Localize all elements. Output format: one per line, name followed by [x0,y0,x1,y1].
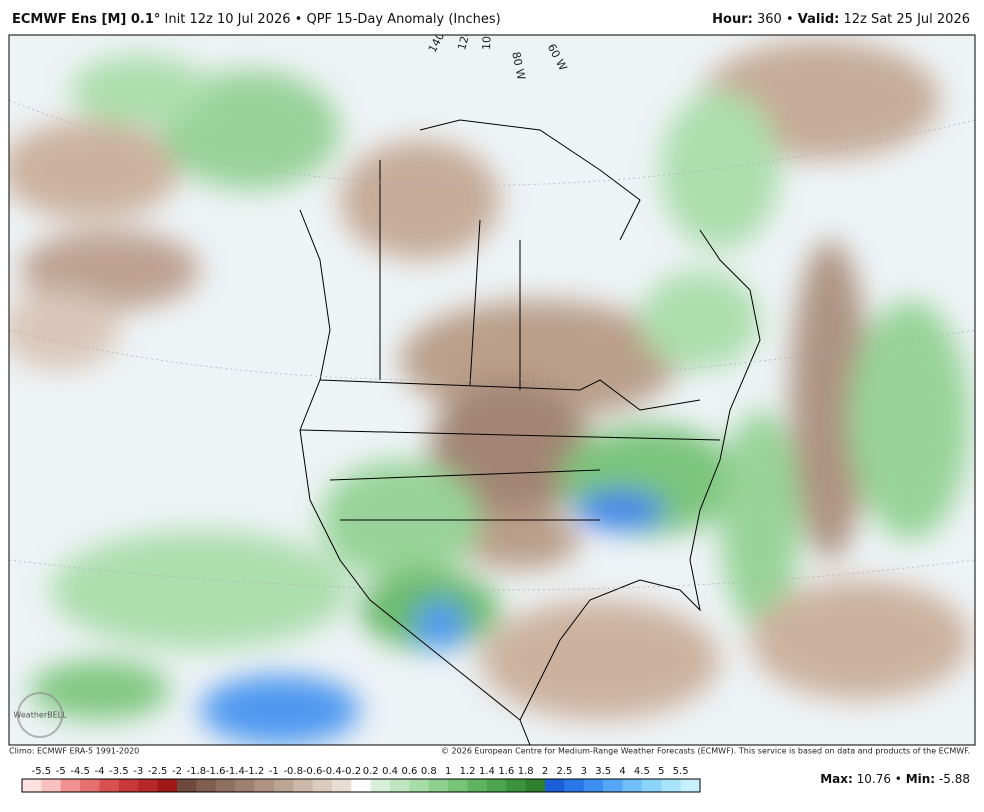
header-left: ECMWF Ens [M] 0.1° Init 12z 10 Jul 2026 … [12,12,501,27]
colorbar-swatch [583,779,604,792]
colorbar-label: 3 [581,766,587,777]
colorbar-label: 4 [619,766,625,777]
colorbar-label: 5.5 [673,766,689,777]
colorbar-swatch [331,779,352,792]
colorbar: -5.5 -5 -4.5 -4 -3.5 -3 -2.5 -2 -1.8 -1.6 -1.4 -1.2… [21,766,701,793]
copyright: © 2026 European Centre for Medium-Range … [441,747,970,756]
colorbar-swatch [564,779,585,792]
map: 140 W 120 W 100 W 80 W 60 W WeatherBELL [9,14,975,745]
separator: • [786,12,794,27]
colorbar-swatch [273,779,294,792]
product: QPF 15-Day Anomaly (Inches) [306,12,500,27]
valid-label: Valid: [798,12,840,27]
colorbar-swatch [506,779,527,792]
init: Init 12z 10 Jul 2026 [165,12,291,27]
model: ECMWF Ens [M] 0.1° [12,12,160,27]
colorbar-swatch [60,779,81,792]
colorbar-swatch [467,779,488,792]
header-right: Hour: 360 • Valid: 12z Sat 25 Jul 2026 [712,12,970,27]
colorbar-swatch [351,779,372,792]
min: -5.88 [939,772,970,786]
colorbar-swatch [622,779,643,792]
colorbar-label: 3.5 [595,766,611,777]
colorbar-label: -1.8 [187,766,207,777]
colorbar-swatch [525,779,546,792]
colorbar-label: 1.6 [498,766,514,777]
colorbar-swatch [157,779,178,792]
colorbar-swatch [176,779,197,792]
colorbar-swatch [486,779,507,792]
colorbar-label: -0.6 [303,766,323,777]
colorbar-swatch [641,779,662,792]
colorbar-swatch [99,779,120,792]
colorbar-label: 5 [658,766,664,777]
colorbar-label: 1.2 [460,766,476,777]
colorbar-label: 0.6 [401,766,417,777]
colorbar-label: -0.8 [283,766,303,777]
colorbar-swatch [448,779,469,792]
valid: 12z Sat 25 Jul 2026 [843,12,970,27]
colorbar-label: 0.4 [382,766,398,777]
colorbar-swatch [603,779,624,792]
colorbar-swatch [390,779,410,792]
colorbar-frame [21,778,701,793]
min-label: Min: [906,772,935,786]
max-label: Max: [820,772,853,786]
hour: 360 [757,12,782,27]
longitude-label: 100 W [480,14,494,50]
colorbar-label: 2.5 [556,766,572,777]
colorbar-label: -1.6 [206,766,226,777]
colorbar-label: 2 [542,766,548,777]
colorbar-label: -0.4 [322,766,342,777]
colorbar-label: -3.5 [109,766,129,777]
colorbar-swatch [370,779,391,792]
colorbar-label: 0.2 [363,766,379,777]
colorbar-swatch [41,779,62,792]
colorbar-label: -3 [133,766,143,777]
colorbar-swatch [409,779,430,792]
colorbar-swatch [22,779,42,792]
colorbar-swatch [428,779,449,792]
colorbar-swatch [293,779,314,792]
separator: • [895,772,902,786]
colorbar-label: -2 [172,766,182,777]
colorbar-label: -5 [56,766,66,777]
colorbar-label: -1 [269,766,279,777]
max: 10.76 [857,772,891,786]
colorbar-label: 4.5 [634,766,650,777]
colorbar-swatch [254,779,275,792]
colorbar-label: -4 [94,766,104,777]
colorbar-label: -0.2 [342,766,362,777]
hour-label: Hour: [712,12,753,27]
colorbar-label: 1 [445,766,451,777]
colorbar-swatch [118,779,139,792]
stats: Max: 10.76 • Min: -5.88 [820,772,970,786]
colorbar-label: -1.4 [225,766,245,777]
logo: WeatherBELL [13,711,67,720]
colorbar-swatch [545,779,565,792]
separator: • [295,12,303,27]
colorbar-label: -5.5 [32,766,52,777]
colorbar-swatch [235,779,255,792]
colorbar-swatch [196,779,217,792]
colorbar-swatch [138,779,159,792]
colorbar-swatch [312,779,333,792]
climo: Climo: ECMWF ERA-5 1991-2020 [9,747,139,756]
colorbar-label: 1.8 [518,766,534,777]
colorbar-label: 0.8 [421,766,437,777]
colorbar-swatch [661,779,682,792]
longitude-label: 80 W [509,51,528,82]
colorbar-swatch [680,779,701,792]
colorbar-swatch [215,779,236,792]
colorbar-label: -1.2 [245,766,265,777]
map-frame [8,34,976,746]
colorbar-swatch [80,779,100,792]
colorbar-label: -4.5 [70,766,90,777]
colorbar-label: 1.4 [479,766,495,777]
colorbar-label: -2.5 [148,766,168,777]
